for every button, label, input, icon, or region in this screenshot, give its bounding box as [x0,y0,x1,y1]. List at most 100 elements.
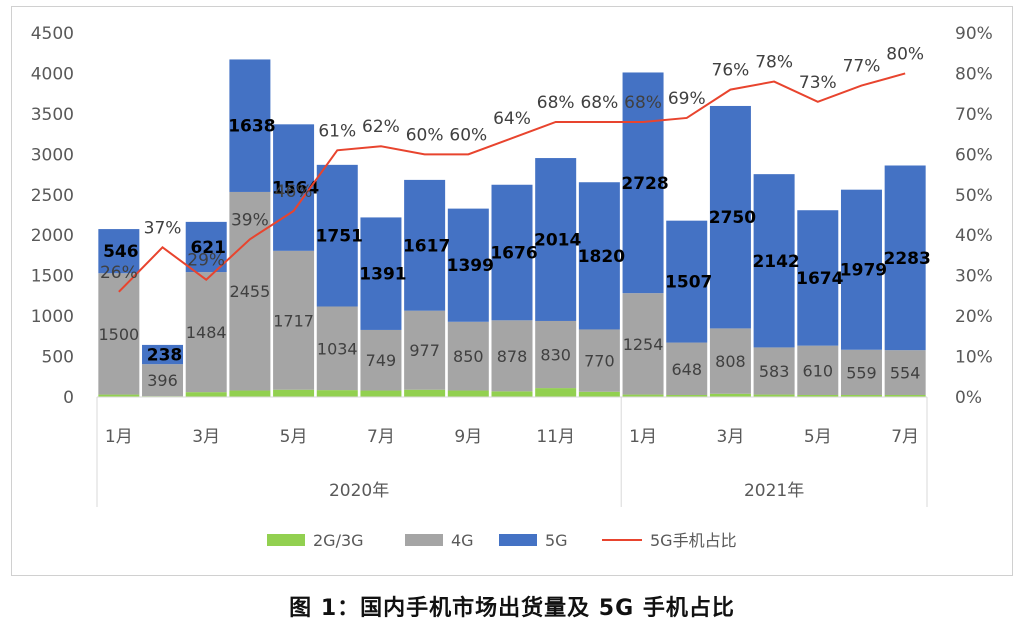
bar-label-4g: 1034 [317,339,358,358]
left-axis-tick-label: 4000 [31,64,74,84]
legend-swatch [499,534,537,546]
right-axis-tick-label: 80% [955,64,993,84]
bar-label-5g: 2750 [709,208,756,228]
bar-5g [709,105,751,329]
bar-5g [360,217,402,330]
bar-label-4g: 396 [147,371,178,390]
bar-5g [185,221,227,273]
bar-2g3g [185,392,227,397]
right-axis-tick-label: 20% [955,307,993,327]
legend-label: 5G手机占比 [650,531,737,550]
legend-label: 5G [545,531,568,550]
bar-2g3g [447,390,489,397]
bar-4g [622,293,664,395]
bar-5g [840,189,882,350]
line-label-pct: 77% [843,57,881,77]
bar-label-5g: 1676 [490,244,537,264]
bar-label-4g: 749 [366,351,397,370]
bar-5g [447,208,489,322]
bar-2g3g [316,390,358,397]
bar-2g3g [622,394,664,397]
bar-5g [404,179,446,311]
bar-label-4g: 2455 [230,282,271,301]
left-axis-tick-label: 3500 [31,105,74,125]
bar-label-5g: 1751 [316,227,363,247]
bar-label-5g: 1391 [359,265,406,285]
x-axis-tick-label: 5月 [280,427,308,447]
bar-label-5g: 1674 [796,269,843,289]
line-label-pct: 37% [144,218,182,238]
bar-label-4g: 977 [409,341,440,360]
bar-4g [273,250,315,390]
bar-label-4g: 830 [540,346,571,365]
left-axis-tick-label: 2000 [31,226,74,246]
bar-5g [142,344,184,365]
bar-label-4g: 770 [584,352,615,371]
bar-label-4g: 559 [846,363,877,382]
bar-5g [578,182,620,330]
line-label-pct: 68% [580,93,618,113]
bar-2g3g [360,390,402,397]
right-axis-tick-label: 50% [955,186,993,206]
bar-4g [360,329,402,391]
bar-label-5g: 1638 [228,117,275,137]
legend-label: 2G/3G [313,531,364,550]
bar-label-4g: 878 [497,347,528,366]
bar-4g [185,272,227,393]
bar-label-5g: 1507 [665,273,712,293]
bar-2g3g [98,394,140,397]
bar-4g [840,349,882,395]
bar-label-5g: 1979 [840,261,887,281]
bar-5g [535,158,577,321]
bar-5g [884,165,926,351]
bar-5g [316,164,358,307]
x-axis-year-label: 2020年 [329,481,389,501]
chart-svg: 0 500 1000 1500 2000 2500 3000 3500 4000 4500 0% 10… [31,24,993,550]
bar-label-4g: 1500 [98,325,139,344]
bar-label-5g: 2283 [883,249,930,269]
bar-4g [447,321,489,391]
bar-2g3g [404,389,446,397]
bar-5g [273,124,315,251]
bar-4g [535,320,577,389]
right-axis-tick-label: 40% [955,226,993,246]
x-axis-tick-label: 5月 [804,427,832,447]
bar-label-4g: 648 [671,360,702,379]
bar-4g [491,320,533,392]
legend-swatch [405,534,443,546]
right-axis-tick-label: 0% [955,388,982,408]
bar-label-4g: 554 [890,364,921,383]
x-axis-tick-label: 1月 [105,427,133,447]
bar-4g [884,350,926,395]
bar-2g3g [709,393,751,397]
bar-2g3g [666,394,708,397]
bar-4g [709,328,751,394]
line-label-pct: 76% [712,61,750,81]
x-axis-tick-label: 3月 [192,427,220,447]
bar-2g3g [884,394,926,397]
left-axis-tick-label: 1500 [31,267,74,287]
line-label-pct: 46% [275,182,313,202]
x-axis-year-label: 2021年 [744,481,804,501]
bar-label-4g: 808 [715,352,746,371]
right-axis-tick-label: 10% [955,348,993,368]
bar-2g3g [753,394,795,397]
line-label-pct: 39% [231,210,269,230]
bar-2g3g [491,391,533,397]
bar-4g [98,273,140,395]
right-axis-tick-label: 90% [955,24,993,44]
x-axis-tick-label: 9月 [454,427,482,447]
x-axis-tick-label: 7月 [891,427,919,447]
right-axis-tick-label: 60% [955,145,993,165]
line-label-pct: 69% [668,89,706,109]
bar-label-4g: 1484 [186,323,227,342]
right-axis-tick-label: 70% [955,105,993,125]
bar-label-5g: 2728 [621,174,668,194]
x-axis-tick-label: 7月 [367,427,395,447]
bar-4g [753,347,795,395]
bar-2g3g [840,394,882,397]
line-label-pct: 78% [755,53,793,73]
line-label-pct: 68% [624,93,662,113]
legend-label: 4G [451,531,474,550]
right-axis-tick-label: 30% [955,267,993,287]
